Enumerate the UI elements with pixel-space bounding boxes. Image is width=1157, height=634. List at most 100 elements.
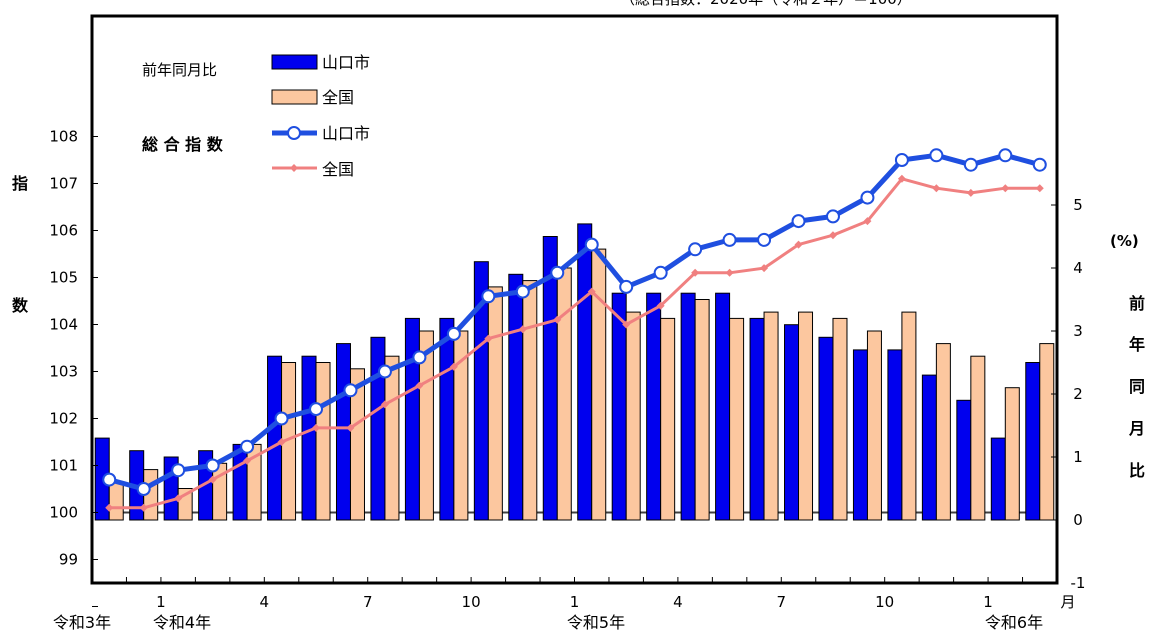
bar-national-8 [384,355,400,521]
month-label-7: 7 [363,593,373,611]
line-national [109,177,1040,510]
bar-national-13 [556,267,572,521]
bar-national-11 [487,286,503,521]
bar-national-10 [453,330,469,521]
bar-national-15 [625,311,641,521]
bar-yamaguchi-12 [508,273,524,521]
legend-swatch-bar-national [271,89,318,105]
point-national-5 [277,438,286,446]
month-label-13: 1 [570,593,580,611]
point-national-16 [656,301,665,310]
point-yamaguchi-25 [963,157,978,172]
point-yamaguchi-3 [205,458,220,473]
point-national-10 [449,362,458,371]
point-national-3 [208,475,217,484]
point-yamaguchi-19 [757,232,772,247]
point-yamaguchi-16 [653,265,668,280]
bar-yamaguchi-9 [404,317,420,521]
point-national-2 [174,494,183,503]
right-axis-label-2: 年 [1128,335,1145,354]
point-yamaguchi-8 [377,364,392,379]
point-yamaguchi-23 [894,153,909,167]
bar-national-19 [763,311,779,521]
right-axis-label-3: 同 [1128,377,1145,396]
left-tick-label-106: 106 [49,222,78,240]
point-yamaguchi-4 [240,439,255,454]
point-national-19 [760,264,769,273]
bar-yamaguchi-16 [646,292,662,521]
right-tick-label-3: 3 [1073,322,1083,340]
legend-line-yamaguchi: 山口市 [322,124,370,143]
point-national-17 [691,268,700,277]
legend-swatch-bar-yamaguchi [271,54,318,70]
point-yamaguchi-14 [584,237,599,252]
point-national-0 [105,503,114,512]
point-national-22 [863,217,872,226]
bar-national-6 [315,362,331,521]
point-national-21 [828,231,837,240]
month-label-1: 1 [156,593,166,611]
legend-marker-line-yamaguchi [287,126,301,140]
bar-national-12 [522,280,538,521]
left-tick-label-102: 102 [49,410,78,428]
point-yamaguchi-10 [446,326,461,341]
point-yamaguchi-11 [481,289,496,304]
month-label-19: 7 [777,593,787,611]
right-tick-label--1: -1 [1071,574,1086,592]
point-yamaguchi-7 [343,383,358,398]
bar-national-17 [694,299,710,521]
bar-yamaguchi-21 [818,336,834,521]
bar-yamaguchi-27 [1025,362,1041,521]
bar-national-23 [901,311,917,521]
bar-yamaguchi-25 [956,399,972,521]
left-tick-label-103: 103 [49,363,78,381]
left-axis-label-2: 数 [11,296,28,315]
year-label-0: 令和3年 [53,613,111,632]
left-tick-label-99: 99 [59,551,78,569]
point-national-11 [484,334,493,343]
point-yamaguchi-5 [274,411,289,426]
bar-national-22 [866,330,882,521]
bar-yamaguchi-22 [852,349,868,521]
bar-national-0 [108,481,124,521]
point-yamaguchi-20 [791,214,806,229]
legend-bar-yamaguchi: 山口市 [322,53,370,72]
point-yamaguchi-2 [171,463,186,478]
bar-yamaguchi-20 [784,324,800,521]
point-national-13 [553,315,562,324]
right-unit: (%) [1110,232,1139,250]
bar-national-26 [1004,387,1020,521]
left-tick-label-104: 104 [49,316,78,334]
year-label-3: 令和6年 [985,613,1043,632]
bar-national-14 [591,248,607,521]
point-national-20 [794,240,803,249]
left-tick-label-107: 107 [49,175,78,193]
bar-national-20 [798,311,814,521]
point-yamaguchi-21 [825,209,840,224]
month-label-10: 10 [462,593,481,611]
bar-national-7 [349,368,365,521]
point-national-23 [897,174,906,183]
point-yamaguchi-1 [136,482,151,496]
point-yamaguchi-9 [412,350,427,365]
right-tick-label-0: 0 [1073,511,1083,529]
left-tick-label-101: 101 [49,457,78,475]
month-label-4: 4 [260,593,270,611]
point-national-15 [622,320,631,329]
point-national-26 [1001,184,1010,193]
bar-yamaguchi-14 [577,223,593,521]
point-national-18 [725,268,734,277]
bar-yamaguchi-23 [887,349,903,521]
month-suffix: 月 [1060,593,1075,611]
right-tick-label-2: 2 [1073,385,1083,403]
bar-national-24 [935,343,951,521]
point-yamaguchi-18 [722,232,737,247]
month-label-25: 1 [983,593,993,611]
point-yamaguchi-27 [1032,157,1047,172]
right-tick-label-4: 4 [1073,259,1083,277]
point-yamaguchi-15 [619,279,634,294]
right-axis-label-1: 前 [1128,294,1145,313]
point-national-1 [139,503,148,512]
bar-yamaguchi-26 [990,437,1006,521]
